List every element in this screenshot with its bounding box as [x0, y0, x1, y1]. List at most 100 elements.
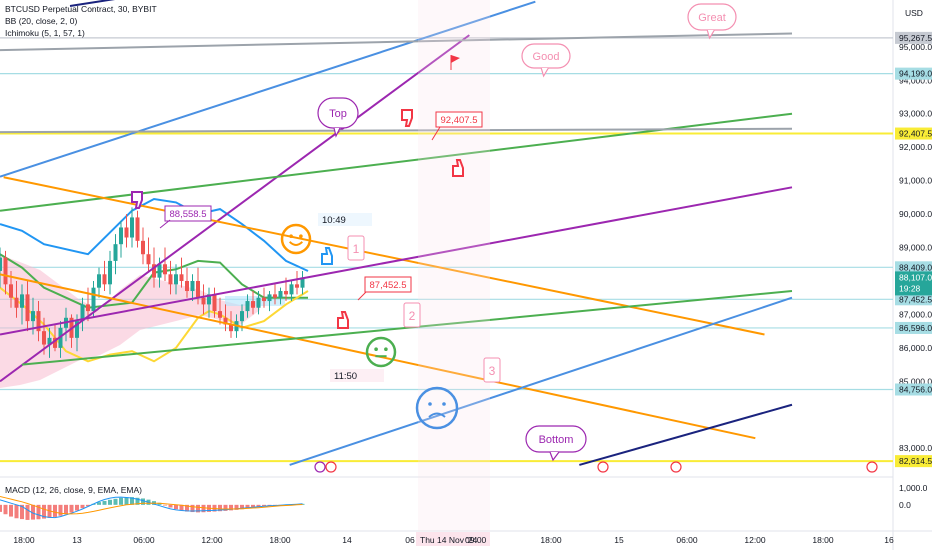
price-callout-92407-text: 92,407.5 [441, 115, 478, 126]
candle [289, 284, 294, 295]
price-tick-label: 94,000.0 [899, 75, 932, 85]
candle [278, 291, 283, 298]
current-price-text: 88,107.0 [899, 272, 932, 282]
macd-histogram-bar [135, 497, 140, 505]
time-tick-label: 14 [342, 535, 352, 545]
wave-label-2-text: 2 [409, 309, 416, 323]
macd-histogram-bar [141, 498, 145, 505]
candle [36, 311, 41, 332]
candle [3, 257, 8, 285]
price-level-tag-text: 88,409.0 [899, 262, 932, 272]
candle [141, 240, 145, 255]
macd-histogram-bar [113, 498, 118, 505]
candle [218, 311, 222, 318]
macd-histogram-bar [223, 504, 228, 511]
candle [245, 301, 250, 312]
annotation-good: Good [521, 43, 571, 78]
wave-label-1-text: 1 [353, 242, 360, 256]
candle [9, 284, 13, 298]
candle [168, 274, 173, 285]
candle [146, 254, 151, 265]
price-level-tag [895, 293, 932, 306]
smiley-face-icon-eye [289, 234, 293, 238]
macd-histogram-bar [130, 497, 134, 505]
price-level-tag [895, 455, 932, 468]
macd-histogram-bar [53, 504, 57, 517]
time-callout-1049: 10:49 [318, 213, 372, 226]
candle [108, 260, 112, 285]
time-callout-1150-box [330, 369, 384, 382]
candle [31, 311, 35, 322]
dizzy-face-icon-mouth [428, 412, 446, 418]
price-level-tag [895, 383, 932, 396]
macd-histogram-bar [179, 504, 184, 511]
smiley-face-icon-outline [280, 223, 312, 255]
time-tick-label: 12:00 [201, 535, 223, 545]
macd-histogram-bar [108, 499, 112, 505]
time-tick-label: 18:00 [540, 535, 562, 545]
candle [207, 294, 211, 305]
candle [300, 277, 305, 288]
trend-line [0, 186, 793, 336]
macd-histogram-bar [300, 503, 305, 505]
candle [53, 337, 57, 348]
price-tick-label: 90,000.0 [899, 209, 932, 219]
candle [25, 294, 30, 322]
time-callout-1150: 11:50 [330, 369, 384, 382]
candle [102, 274, 107, 285]
candle [113, 244, 118, 261]
time-tick-label: 12:00 [744, 535, 766, 545]
price-callout-87452: 87,452.5 [364, 276, 412, 293]
macd-histogram-bar [163, 504, 167, 506]
macd-histogram-bar [119, 497, 123, 505]
macd-histogram-bar [157, 502, 162, 505]
annotation-top-text: Top [329, 108, 347, 120]
price-callout-87452-box [364, 276, 412, 293]
symbol-legend[interactable]: BTCUSD Perpetual Contract, 30, BYBIT [5, 4, 157, 14]
trend-line [21, 290, 793, 366]
candle [124, 227, 129, 238]
trend-line [69, 0, 116, 7]
price-tick-label: 86,000.0 [899, 343, 932, 353]
price-tick-label: 95,000.0 [899, 42, 932, 52]
ichimoku-legend[interactable]: Ichimoku (5, 1, 57, 1) [5, 28, 85, 38]
macd-tick-label: 1,000.0 [899, 483, 928, 493]
candle [47, 337, 52, 345]
candle [262, 297, 266, 302]
bollinger-legend[interactable]: BB (20, close, 2, 0) [5, 16, 78, 26]
trend-line [289, 296, 793, 466]
indicator-bb-upper [0, 197, 309, 272]
annotation-bottom-text: Bottom [539, 434, 574, 446]
neutral-face-icon-eye [384, 347, 388, 352]
macd-histogram-bar [0, 504, 2, 512]
neutral-face-icon-outline [365, 336, 397, 368]
candle [0, 257, 2, 271]
time-tick-label: 18:00 [269, 535, 291, 545]
candle [240, 311, 244, 322]
thumbs-icon [321, 247, 333, 265]
price-callout-92407: 92,407.5 [435, 111, 483, 128]
macd-histogram-bar [190, 504, 195, 513]
economic-event-icon [597, 461, 609, 473]
ichimoku-cloud-green [225, 296, 285, 306]
macd-histogram-bar [185, 504, 189, 512]
wave-label-3-text: 3 [489, 364, 496, 378]
time-callout-1150-text: 11:50 [334, 371, 357, 382]
thumbs-down-icon [131, 191, 143, 209]
price-level-tag-text: 84,756.0 [899, 385, 932, 395]
macd-histogram-bar [75, 504, 79, 511]
price-tick-label: 91,000.0 [899, 176, 932, 186]
macd-histogram-bar [234, 504, 239, 510]
candle [201, 297, 206, 305]
macd-histogram-bar [245, 504, 250, 509]
price-tick-label: 89,000.0 [899, 243, 932, 253]
candle [256, 297, 261, 308]
economic-event-icon [325, 461, 337, 473]
candle [223, 317, 228, 325]
price-level-tag-text: 82,614.5 [899, 456, 932, 466]
macd-legend[interactable]: MACD (12, 26, close, 9, EMA, EMA) [5, 485, 142, 495]
neutral-face-icon-eye [374, 347, 378, 352]
candle [267, 294, 272, 302]
